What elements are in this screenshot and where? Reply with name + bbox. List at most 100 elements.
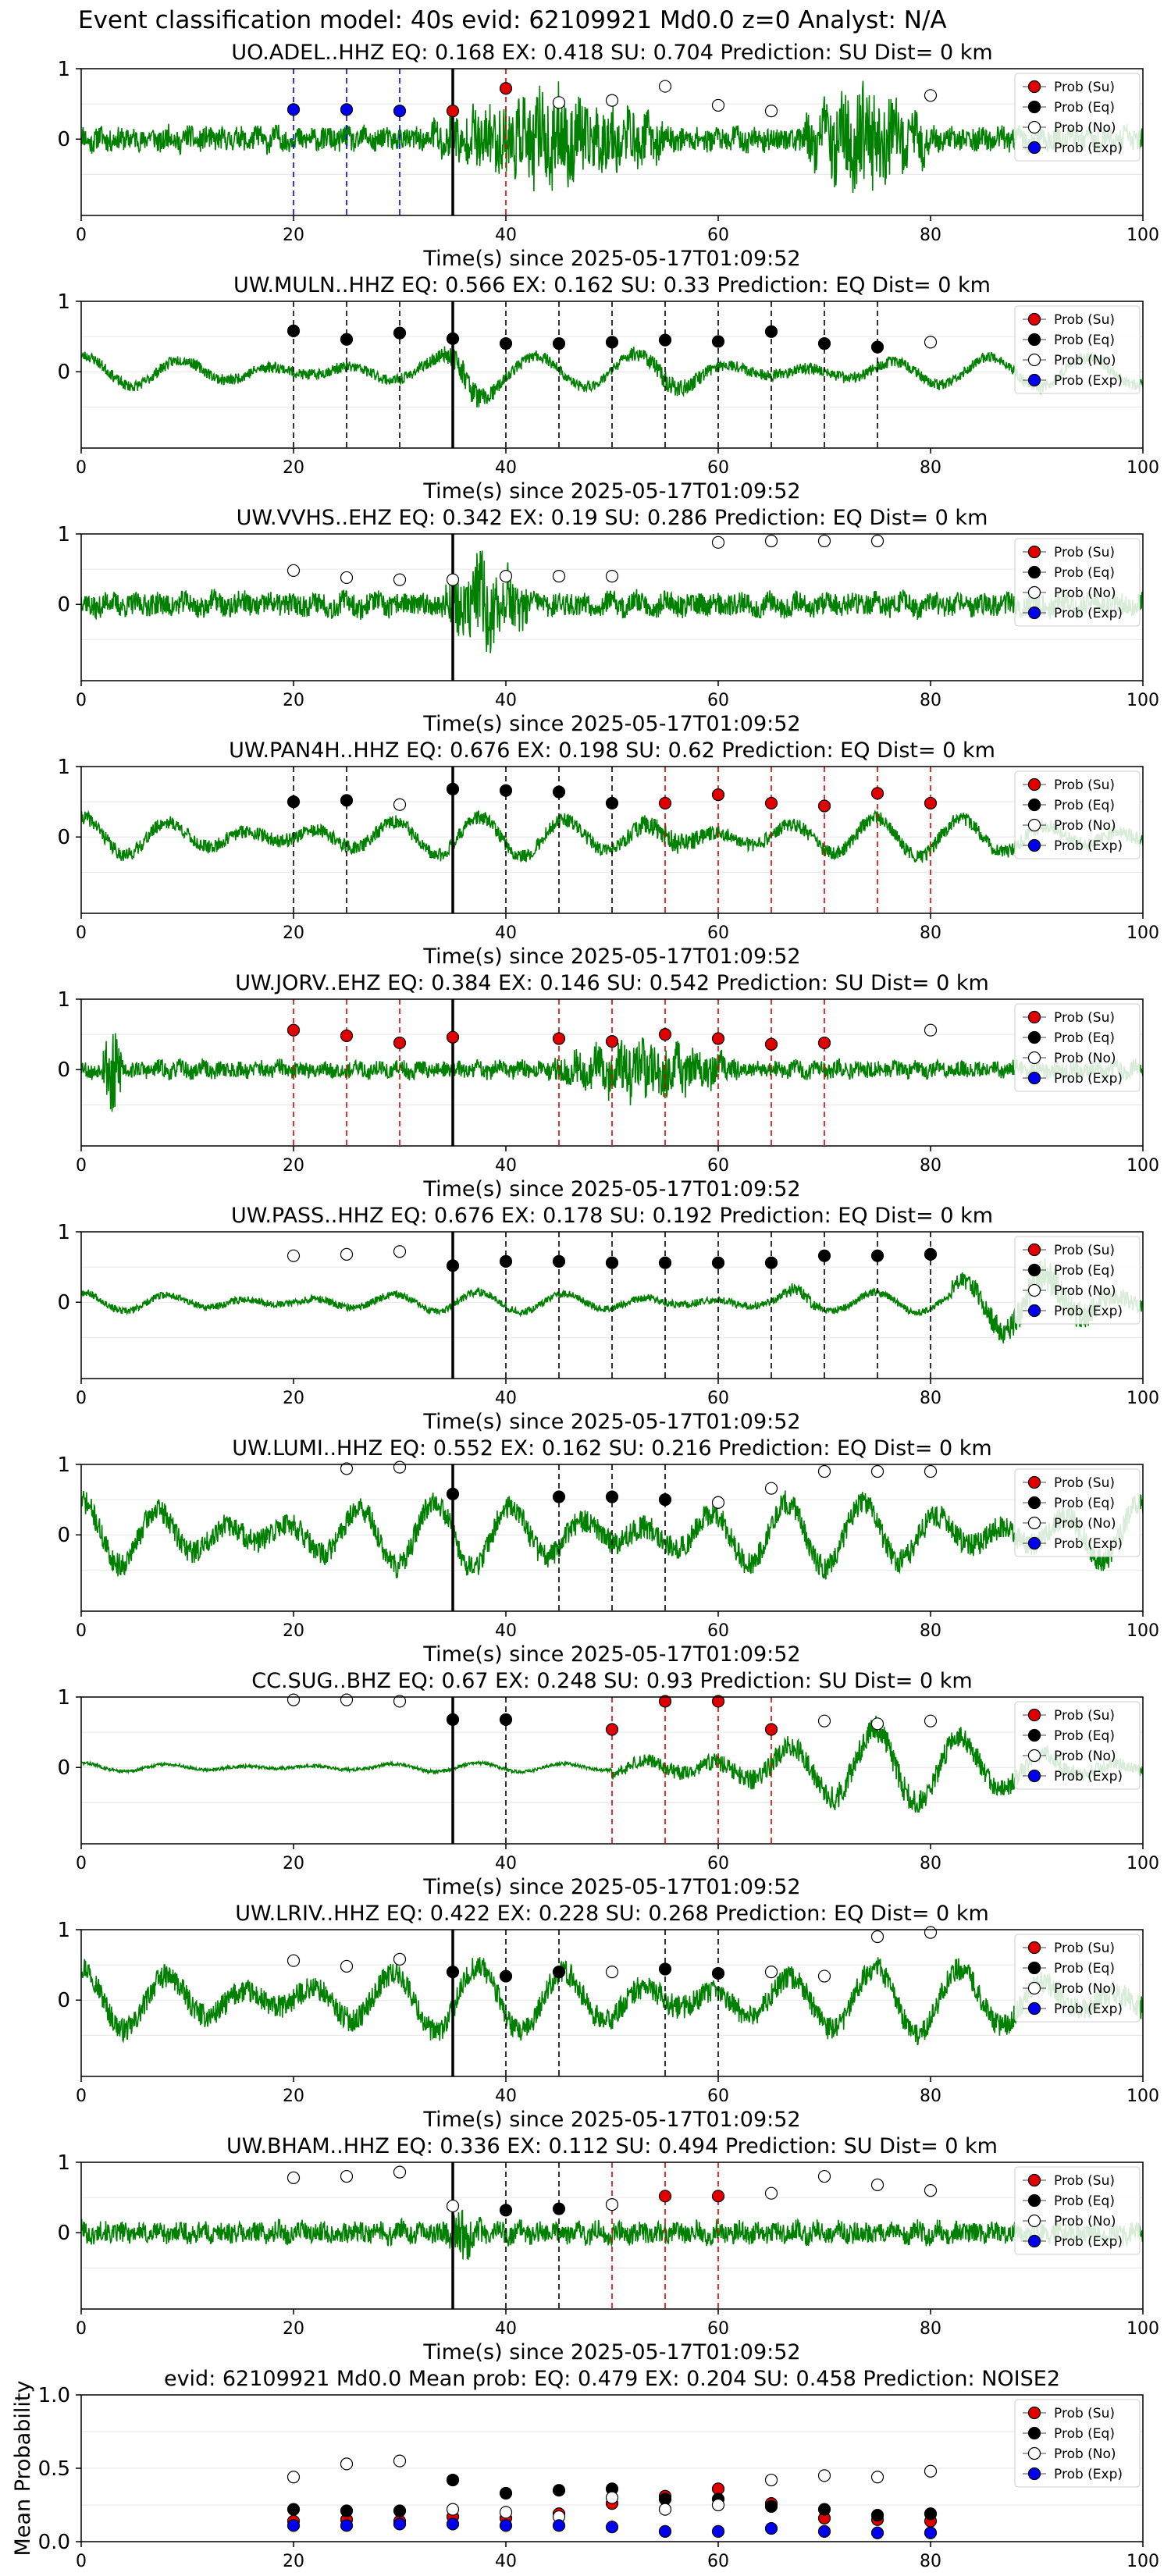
x-tick-label: 100 xyxy=(1127,1156,1159,1176)
prob-point xyxy=(552,1966,566,1979)
legend-marker xyxy=(1027,353,1041,367)
legend-label: Prob (No) xyxy=(1054,2214,1116,2229)
x-tick-label: 40 xyxy=(495,1621,517,1641)
prob-point xyxy=(711,335,725,348)
y-tick-label: 0 xyxy=(57,593,70,617)
legend-label: Prob (Exp) xyxy=(1054,1536,1123,1552)
prob-point xyxy=(764,1037,778,1051)
x-axis-label: Time(s) since 2025-05-17T01:09:52 xyxy=(422,712,800,736)
y-tick-label: 0.0 xyxy=(38,2531,70,2554)
prob-point xyxy=(605,1723,619,1736)
prob-point xyxy=(924,336,938,349)
legend-marker xyxy=(1027,2426,1041,2440)
legend-box xyxy=(1014,770,1141,859)
legend-marker xyxy=(1027,2001,1041,2016)
y-tick-label: 1 xyxy=(57,1686,70,1710)
legend-marker xyxy=(1027,1496,1041,1510)
prob-point xyxy=(711,535,725,549)
prob-point xyxy=(287,103,301,116)
legend-marker xyxy=(1027,2446,1041,2460)
x-tick-label: 20 xyxy=(283,2552,304,2571)
y-tick-label: 1 xyxy=(57,290,70,314)
subplot-waveform: UO.ADEL..HHZ EQ: 0.168 EX: 0.418 SU: 0.7… xyxy=(57,41,1159,271)
legend-label: Prob (Exp) xyxy=(1054,1304,1123,1319)
legend-label: Prob (Eq) xyxy=(1054,798,1115,813)
subplot-title: UW.LUMI..HHZ EQ: 0.552 EX: 0.162 SU: 0.2… xyxy=(232,1436,992,1461)
prob-point xyxy=(287,2171,301,2184)
subplot-waveform: UW.PAN4H..HHZ EQ: 0.676 EX: 0.198 SU: 0.… xyxy=(57,738,1159,969)
legend-marker xyxy=(1027,1304,1041,1318)
subplot-title: UW.BHAM..HHZ EQ: 0.336 EX: 0.112 SU: 0.4… xyxy=(226,2134,998,2158)
mean-prob-point xyxy=(924,2507,938,2521)
waveform-trace xyxy=(81,1715,1143,1813)
prob-point xyxy=(446,1030,460,1044)
prob-point xyxy=(393,326,407,340)
mean-prob-point xyxy=(446,2503,460,2516)
mean-prob-point xyxy=(764,2521,778,2535)
prob-point xyxy=(711,788,725,802)
x-tick-label: 60 xyxy=(707,226,729,245)
waveform-trace xyxy=(81,80,1143,194)
legend-marker xyxy=(1027,1941,1041,1955)
prob-point xyxy=(499,784,513,797)
x-tick-label: 80 xyxy=(920,691,941,710)
x-tick-label: 100 xyxy=(1127,1621,1159,1641)
prob-point xyxy=(393,1461,407,1474)
axes-frame xyxy=(80,1929,1144,2077)
mean-prob-point xyxy=(605,2521,619,2534)
x-tick-label: 0 xyxy=(76,2319,87,2339)
mean-prob-point xyxy=(711,2524,725,2538)
x-tick-label: 20 xyxy=(283,1621,304,1641)
mean-prob-point xyxy=(870,2471,884,2484)
legend-label: Prob (No) xyxy=(1054,1981,1116,1997)
legend-label: Prob (Exp) xyxy=(1054,606,1123,621)
x-tick-label: 60 xyxy=(707,2087,729,2106)
prob-point xyxy=(605,1490,619,1503)
prob-point xyxy=(924,1023,938,1037)
x-tick-label: 80 xyxy=(920,1389,941,1408)
legend-marker xyxy=(1027,312,1041,326)
prob-point xyxy=(552,1490,566,1503)
x-axis-label: Time(s) since 2025-05-17T01:09:52 xyxy=(422,247,800,271)
x-tick-label: 40 xyxy=(495,1389,517,1408)
x-tick-label: 0 xyxy=(76,1854,87,1873)
x-tick-label: 40 xyxy=(495,1156,517,1176)
x-tick-label: 0 xyxy=(76,691,87,710)
prob-point xyxy=(340,1462,354,1475)
mean-prob-point xyxy=(924,2526,938,2539)
prob-point xyxy=(552,785,566,799)
y-tick-label: 0 xyxy=(57,361,70,384)
waveform-trace xyxy=(81,550,1143,653)
axes-frame xyxy=(80,766,1144,914)
prob-point xyxy=(658,1962,672,1976)
prob-point xyxy=(711,1256,725,1269)
waveform-trace xyxy=(81,2209,1143,2260)
legend-marker xyxy=(1027,1961,1041,1975)
prob-point xyxy=(870,2178,884,2191)
mean-prob-point xyxy=(446,2517,460,2531)
x-tick-label: 100 xyxy=(1127,2087,1159,2106)
subplot-waveform: CC.SUG..BHZ EQ: 0.67 EX: 0.248 SU: 0.93 … xyxy=(57,1669,1159,1899)
prob-point xyxy=(552,1032,566,1045)
legend-marker xyxy=(1027,1263,1041,1277)
y-tick-label: 0.5 xyxy=(38,2457,70,2481)
y-tick-label: 0 xyxy=(57,826,70,849)
legend-label: Prob (Exp) xyxy=(1054,838,1123,854)
legend-box xyxy=(1014,1934,1141,2023)
legend-label: Prob (No) xyxy=(1054,1749,1116,1764)
legend-label: Prob (No) xyxy=(1054,1516,1116,1532)
legend-box xyxy=(1014,1236,1141,1325)
legend-label: Prob (Eq) xyxy=(1054,1263,1115,1279)
prob-point xyxy=(764,534,778,548)
legend-marker xyxy=(1027,1981,1041,1995)
legend-marker xyxy=(1027,585,1041,600)
prob-point xyxy=(870,534,884,548)
prob-point xyxy=(924,1247,938,1261)
legend-marker xyxy=(1027,1475,1041,1489)
y-tick-label: 1 xyxy=(57,1919,70,1942)
legend-label: Prob (Eq) xyxy=(1054,1030,1115,1046)
mean-prob-point xyxy=(446,2473,460,2487)
prob-point xyxy=(764,2186,778,2200)
legend-label: Prob (Exp) xyxy=(1054,1071,1123,1087)
